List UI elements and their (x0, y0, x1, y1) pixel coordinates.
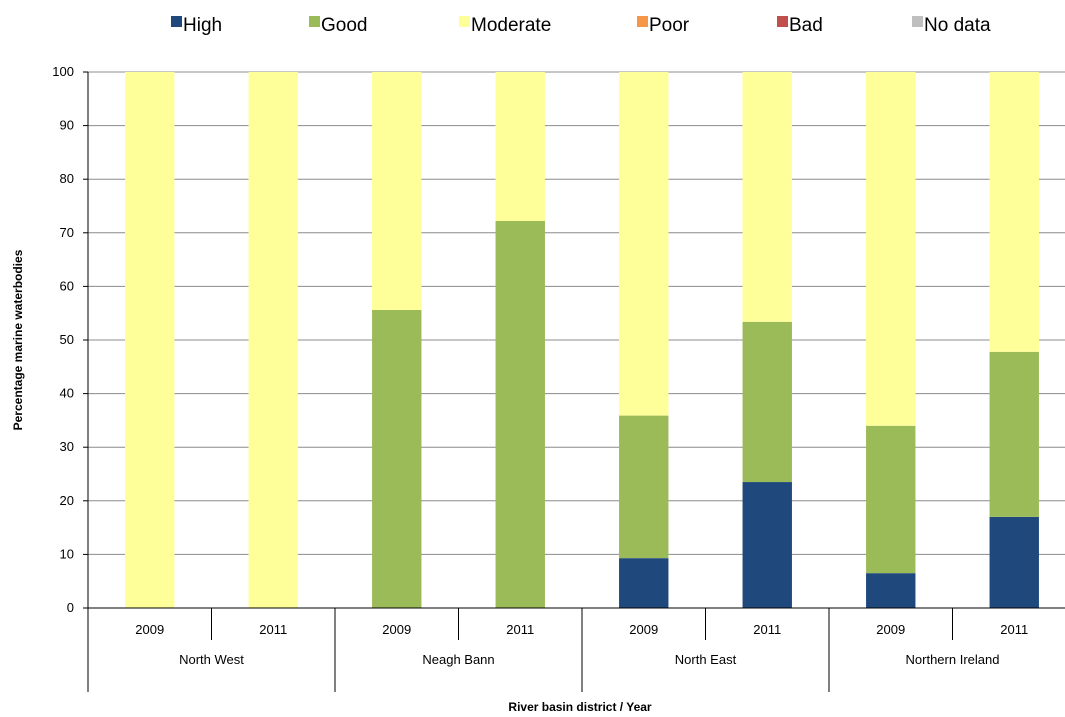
legend-swatch-moderate (459, 16, 470, 27)
y-tick-label: 100 (52, 64, 74, 79)
y-gridlines (88, 71, 1065, 555)
bar-good (866, 425, 916, 574)
bar-moderate (619, 72, 669, 416)
x-tick-label-year: 2009 (876, 622, 905, 637)
y-tick-label: 20 (60, 493, 74, 508)
legend-label: High (183, 15, 222, 36)
legend-swatch-poor (637, 16, 648, 27)
axes (83, 71, 1065, 692)
bar-good (742, 321, 792, 483)
bar-moderate (372, 72, 422, 310)
x-tick-label-year: 2009 (629, 622, 658, 637)
bar-moderate (989, 72, 1039, 352)
bar-high (619, 558, 669, 608)
y-tick-label: 60 (60, 278, 74, 293)
x-tick-label-group: Northern Ireland (906, 652, 1000, 667)
legend-swatch-high (171, 16, 182, 27)
y-tick-label: 40 (60, 386, 74, 401)
bar-high (989, 516, 1039, 608)
x-tick-label-year: 2011 (1000, 622, 1028, 637)
x-tick-labels: 2009 2011 North West 2009 2011 Neagh Bann 2009… (135, 622, 1028, 667)
x-axis-label: River basin district / Year (508, 700, 652, 714)
x-tick-label-year: 2009 (382, 622, 411, 637)
bar-high (866, 573, 916, 608)
x-tick-label-group: North East (675, 652, 737, 667)
bar-high (742, 482, 792, 608)
x-tick-label-group: Neagh Bann (422, 652, 494, 667)
legend-label: Poor (649, 15, 690, 36)
bar-good (372, 309, 422, 608)
bar-good (989, 351, 1039, 517)
legend-swatch-no-data (912, 16, 923, 27)
x-tick-label-year: 2011 (506, 622, 534, 637)
legend-label: Good (321, 15, 367, 36)
bar-moderate (495, 72, 545, 222)
bar-moderate (742, 72, 792, 322)
y-tick-label: 30 (60, 439, 74, 454)
y-tick-label: 90 (60, 118, 74, 133)
legend-label: No data (924, 15, 991, 36)
x-tick-label-group: North West (179, 652, 244, 667)
legend-swatch-bad (777, 16, 788, 27)
bar-good (495, 221, 545, 608)
legend-swatch-good (309, 16, 320, 27)
bar-moderate (125, 72, 175, 608)
y-tick-label: 0 (67, 600, 74, 615)
bar-moderate (866, 72, 916, 426)
y-tick-label: 70 (60, 225, 74, 240)
chart-legend: High Good Moderate Poor Bad No data (171, 15, 991, 36)
y-tick-label: 50 (60, 332, 74, 347)
y-tick-label: 10 (60, 546, 74, 561)
bar-moderate (248, 72, 298, 608)
y-tick-labels: 0 10 20 30 40 50 60 70 80 90 100 (52, 64, 74, 615)
x-tick-label-year: 2011 (753, 622, 781, 637)
x-tick-label-year: 2009 (135, 622, 164, 637)
bars (125, 72, 1039, 608)
bar-good (619, 415, 669, 559)
y-tick-label: 80 (60, 171, 74, 186)
legend-label: Bad (789, 15, 823, 36)
y-axis-label: Percentage marine waterbodies (11, 249, 25, 430)
x-tick-label-year: 2011 (259, 622, 287, 637)
legend-label: Moderate (471, 15, 551, 36)
